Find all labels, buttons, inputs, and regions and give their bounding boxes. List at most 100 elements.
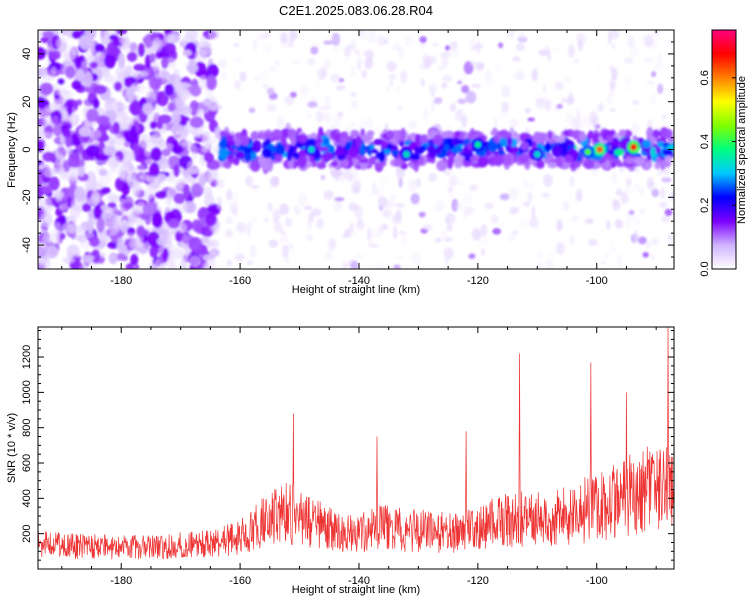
heatmap-cell bbox=[44, 105, 58, 112]
heatmap-cell bbox=[225, 189, 233, 201]
heatmap-cell bbox=[554, 136, 566, 143]
heatmap-cell bbox=[606, 96, 613, 105]
heatmap-cell bbox=[383, 38, 389, 45]
heatmap-cell bbox=[661, 177, 672, 183]
heatmap-cell bbox=[164, 42, 176, 55]
heatmap-cell bbox=[113, 215, 122, 232]
heatmap-cell bbox=[201, 133, 212, 148]
heatmap-cell bbox=[40, 132, 55, 140]
heatmap-cell bbox=[315, 137, 323, 144]
heatmap-cell bbox=[154, 63, 162, 79]
heatmap-cell bbox=[619, 167, 624, 173]
heatmap-cell bbox=[189, 116, 204, 129]
heatmap-cell bbox=[410, 252, 416, 262]
heatmap-cell bbox=[115, 67, 122, 77]
heatmap-cell bbox=[191, 182, 204, 198]
heatmap-cell bbox=[611, 162, 616, 169]
heatmap-cell bbox=[642, 139, 652, 149]
heatmap-cell bbox=[320, 175, 326, 180]
heatmap-cell bbox=[542, 84, 547, 92]
heatmap-cell bbox=[324, 252, 333, 260]
heatmap-cell bbox=[122, 202, 134, 209]
figure-title: C2E1.2025.083.06.28.R04 bbox=[279, 3, 433, 18]
heatmap-cell bbox=[375, 189, 383, 198]
heatmap-cell bbox=[307, 101, 318, 108]
heatmap-cell bbox=[343, 45, 352, 58]
heatmap-cell bbox=[662, 148, 673, 156]
heatmap-cell bbox=[149, 180, 161, 193]
heatmap-cell bbox=[426, 55, 437, 65]
heatmap-cell bbox=[234, 80, 241, 89]
heatmap-cell bbox=[182, 49, 192, 57]
heatmap-cell bbox=[176, 87, 191, 101]
heatmap-cell bbox=[58, 146, 65, 155]
heatmap-cell bbox=[481, 248, 485, 257]
heatmap-cell bbox=[534, 151, 541, 158]
heatmap-cell bbox=[104, 53, 116, 69]
heatmap-cell bbox=[286, 149, 293, 162]
heatmap-cell bbox=[165, 177, 178, 184]
heatmap-cell bbox=[61, 222, 75, 234]
heatmap-cell bbox=[441, 55, 449, 68]
heatmap-cell bbox=[203, 186, 213, 197]
heatmap-cell bbox=[556, 155, 564, 168]
heatmap-cell bbox=[395, 202, 405, 208]
heatmap-cell bbox=[352, 169, 358, 181]
heatmap-cell bbox=[418, 64, 427, 70]
heatmap-cell bbox=[409, 141, 417, 150]
heatmap-cell bbox=[261, 69, 268, 82]
heatmap-cell bbox=[454, 155, 462, 164]
heatmap-cell bbox=[395, 254, 405, 260]
heatmap-cell bbox=[350, 230, 357, 238]
heatmap-cell bbox=[206, 173, 214, 184]
spectrogram-x-axis-title: Height of straight line (km) bbox=[292, 284, 420, 296]
heatmap-cell bbox=[253, 74, 263, 82]
heatmap-cell bbox=[508, 30, 515, 38]
heatmap-cell bbox=[214, 238, 220, 245]
heatmap-cell bbox=[266, 104, 277, 112]
heatmap-cell bbox=[362, 134, 374, 142]
heatmap-cell bbox=[62, 30, 72, 35]
heatmap-cell bbox=[267, 202, 273, 212]
heatmap-cell bbox=[422, 52, 430, 66]
heatmap-cell bbox=[384, 123, 389, 132]
heatmap-cell bbox=[332, 46, 340, 51]
heatmap-cell bbox=[410, 154, 421, 161]
heatmap-cell bbox=[571, 215, 579, 222]
heatmap-cell bbox=[363, 117, 374, 128]
heatmap-cell bbox=[441, 82, 448, 89]
heatmap-cell bbox=[245, 175, 254, 187]
heatmap-cell bbox=[356, 216, 363, 227]
colorbar-tick-label: 0.0 bbox=[699, 261, 711, 276]
snr-x-tick-label: -160 bbox=[229, 575, 251, 587]
snr-x-tick-label: -100 bbox=[586, 575, 608, 587]
heatmap-cell bbox=[293, 205, 301, 215]
heatmap-cell bbox=[352, 179, 362, 193]
heatmap-cell bbox=[511, 71, 523, 81]
heatmap-cell bbox=[476, 62, 485, 70]
heatmap-cell bbox=[149, 263, 158, 269]
heatmap-cell bbox=[166, 231, 173, 248]
heatmap-cell bbox=[335, 84, 346, 91]
heatmap-cell bbox=[67, 166, 79, 179]
heatmap-cell bbox=[104, 75, 116, 83]
heatmap-cell bbox=[551, 144, 563, 158]
heatmap-cell bbox=[644, 240, 652, 249]
heatmap-cell bbox=[393, 264, 401, 269]
heatmap-cell bbox=[322, 58, 332, 70]
heatmap-cell bbox=[94, 43, 105, 53]
heatmap-cell bbox=[165, 192, 172, 207]
heatmap-cell bbox=[447, 157, 453, 170]
heatmap-cell bbox=[377, 196, 388, 209]
heatmap-cell bbox=[38, 260, 47, 269]
heatmap-cell bbox=[449, 40, 458, 51]
heatmap-cell bbox=[41, 185, 52, 194]
heatmap-cell bbox=[477, 155, 489, 168]
heatmap-cell bbox=[96, 217, 105, 233]
heatmap-cell bbox=[327, 240, 336, 253]
heatmap-cell bbox=[470, 155, 478, 162]
heatmap-cell bbox=[385, 86, 390, 92]
heatmap-cell bbox=[644, 161, 652, 169]
heatmap-cell bbox=[144, 147, 152, 158]
heatmap-cell bbox=[547, 50, 552, 61]
